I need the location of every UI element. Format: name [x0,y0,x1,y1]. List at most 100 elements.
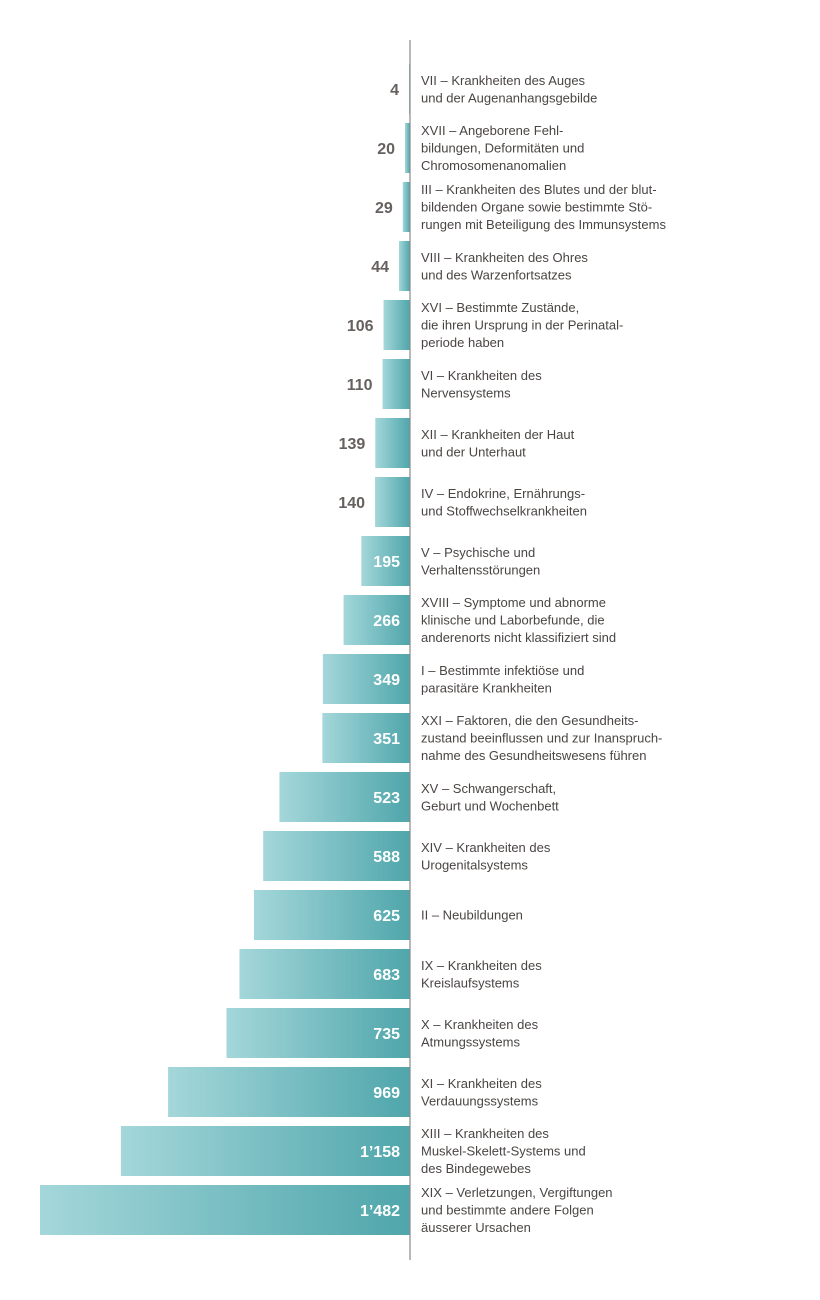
category-label-line: XII – Krankheiten der Haut [421,427,575,442]
category-label-line: zustand beeinflussen und zur Inanspruch- [421,731,662,746]
category-label-line: X – Krankheiten des [421,1017,539,1032]
category-label: II – Neubildungen [421,908,523,923]
category-label-line: XI – Krankheiten des [421,1076,542,1091]
value-label: 29 [375,200,393,217]
category-label-line: II – Neubildungen [421,908,523,923]
category-label-line: Kreislaufsystems [421,975,520,990]
category-label-line: Chromosomenanomalien [421,158,566,173]
bar [322,713,410,763]
bar [343,595,410,645]
category-label-line: und bestimmte andere Folgen [421,1203,594,1218]
value-label: 735 [373,1026,400,1043]
bar [120,1126,410,1176]
category-label-line: Geburt und Wochenbett [421,798,559,813]
category-label-line: und des Warzenfortsatzes [421,267,572,282]
category-label-line: XIV – Krankheiten des [421,840,551,855]
value-label: 139 [339,436,366,453]
category-label-line: periode haben [421,335,504,350]
category-label-line: bildenden Organe sowie bestimmte Stö- [421,200,652,215]
category-label-line: VII – Krankheiten des Auges [421,73,586,88]
bars-group [40,64,410,1235]
category-label-line: Nervensystems [421,385,511,400]
category-label-line: XV – Schwangerschaft, [421,781,556,796]
category-label: VI – Krankheiten des Nervensystems [421,368,542,401]
bar [253,890,410,940]
category-label-line: I – Bestimmte infektiöse und [421,663,584,678]
value-label: 969 [373,1085,400,1102]
category-label-line: V – Psychische und [421,545,535,560]
category-label-line: XVI – Bestimmte Zustände, [421,300,579,315]
bar [263,831,410,881]
value-label: 625 [373,908,400,925]
value-label: 106 [347,318,374,335]
category-label-line: die ihren Ursprung in der Perinatal- [421,318,623,333]
value-label: 588 [373,849,400,866]
value-label: 110 [347,377,373,394]
value-label: 195 [373,554,400,571]
bar [40,1185,410,1235]
category-label-line: IX – Krankheiten des [421,958,542,973]
category-label-line: Atmungssystems [421,1034,520,1049]
category-label-line: nahme des Gesundheitswesens führen [421,748,646,763]
category-label-line: rungen mit Beteiligung des Immunsystems [421,217,666,232]
value-label: 140 [338,495,365,512]
category-label-line: des Bindegewebes [421,1161,531,1176]
category-label-line: Urogenitalsystems [421,857,528,872]
category-label-line: Muskel-Skelett-Systems und [421,1144,586,1159]
category-label: XV – Schwangerschaft, Geburt und Wochenbe… [421,781,559,814]
bar [375,477,410,527]
value-label: 266 [373,613,400,630]
category-label: XVI – Bestimmte Zustände, die ihren Urspr… [421,300,623,350]
category-label: XIX – Verletzungen, Vergiftungen und best… [421,1185,613,1235]
bar [402,182,410,232]
bar [239,949,410,999]
category-label-line: parasitäre Krankheiten [421,680,552,695]
category-label: XII – Krankheiten der Haut und der Unterh… [421,427,575,460]
category-label: VIII – Krankheiten des Ohres und des Warz… [421,250,588,283]
value-label: 683 [373,967,400,984]
labels-group: 4 VII – Krankheiten des Auges und der Auge… [338,73,666,1235]
value-label: 20 [377,141,395,158]
category-label-line: bildungen, Deformitäten und [421,141,584,156]
category-label: XVII – Angeborene Fehl-bildungen, Deform… [421,123,584,173]
category-label-line: und der Unterhaut [421,444,526,459]
bar [399,241,410,291]
bar [226,1008,410,1058]
category-label: XVIII – Symptome und abnorme klinische un… [421,595,616,645]
category-label: XXI – Faktoren, die den Gesundheits-zust… [421,713,662,763]
bar [405,123,410,173]
bar [168,1067,410,1117]
category-label: X – Krankheiten des Atmungssystems [421,1017,539,1050]
category-label: I – Bestimmte infektiöse und parasitäre K… [421,663,584,696]
bar [382,359,410,409]
category-label-line: anderenorts nicht klassifiziert sind [421,630,616,645]
bar [361,536,410,586]
category-label-line: klinische und Laborbefunde, die [421,613,605,628]
category-label: XI – Krankheiten des Verdauungssystems [421,1076,542,1109]
category-label-line: und Stoffwechselkrankheiten [421,503,587,518]
category-label-line: XXI – Faktoren, die den Gesundheits- [421,713,639,728]
category-label-line: VI – Krankheiten des [421,368,542,383]
bar [383,300,410,350]
category-label: III – Krankheiten des Blutes und der blu… [421,182,666,232]
category-label-line: und der Augenanhangsgebilde [421,90,597,105]
category-label: VII – Krankheiten des Auges und der Augen… [421,73,597,106]
category-label-line: XIX – Verletzungen, Vergiftungen [421,1185,613,1200]
value-label: 44 [371,259,389,276]
category-label: IX – Krankheiten des Kreislaufsystems [421,958,542,991]
category-label-line: XIII – Krankheiten des [421,1126,549,1141]
category-label: XIII – Krankheiten des Muskel-Skelett-Sys… [421,1126,586,1176]
value-label: 4 [390,82,399,99]
category-label-line: XVII – Angeborene Fehl- [421,123,563,138]
value-label: 1’158 [360,1144,400,1161]
category-label-line: III – Krankheiten des Blutes und der blu… [421,182,657,197]
category-label-line: Verdauungssystems [421,1093,539,1108]
value-label: 349 [373,672,400,689]
category-label-line: Verhaltensstörungen [421,562,540,577]
category-label-line: XVIII – Symptome und abnorme [421,595,606,610]
category-label-line: äusserer Ursachen [421,1220,531,1235]
category-label: XIV – Krankheiten des Urogenitalsystems [421,840,551,873]
category-label-line: VIII – Krankheiten des Ohres [421,250,588,265]
value-label: 1’482 [360,1203,400,1220]
